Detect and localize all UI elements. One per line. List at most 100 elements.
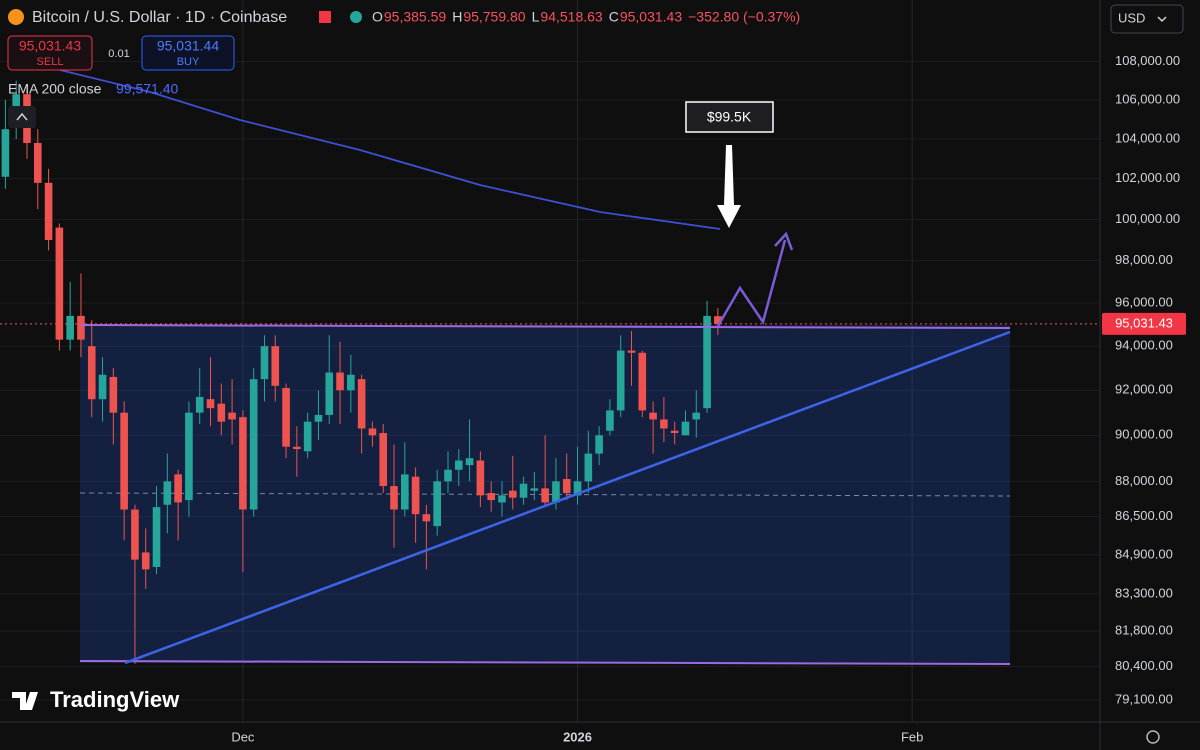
flag-icon[interactable]: [319, 11, 331, 23]
candle-body: [314, 414, 323, 422]
indicator-value: 99,571.40: [116, 81, 178, 97]
watermark-logo: [12, 692, 38, 710]
candle-body: [44, 182, 53, 240]
candle-body: [357, 379, 366, 429]
candle-body: [33, 142, 42, 183]
ema-line: [59, 69, 721, 230]
currency-select[interactable]: [1110, 4, 1184, 34]
down-arrow: [717, 145, 741, 228]
candle-body: [303, 421, 312, 452]
collapse-icon: [16, 112, 28, 121]
candle-body: [681, 421, 690, 436]
candle-body: [239, 417, 247, 510]
projection-arrow: [716, 239, 787, 327]
mid-line: [79, 492, 1011, 497]
ohlc: O 95,385.59 H 95,759.80 L 94,518.63 C 95,031.43…: [372, 9, 800, 25]
candle-body: [206, 399, 215, 409]
ohlc-value: 95,031.43: [620, 9, 682, 25]
candle-body: [282, 388, 290, 447]
candle-body: [174, 474, 182, 503]
candle-body: [616, 350, 625, 411]
candle-body: [433, 481, 441, 527]
dropdown-icon: [1157, 16, 1167, 23]
grid: [0, 0, 1100, 722]
projection-arrowhead: [774, 231, 794, 251]
candle-body: [131, 509, 139, 560]
candle-body: [217, 403, 226, 422]
ohlc-key: C: [609, 9, 619, 25]
y-tick-label: 92,000.00: [1115, 382, 1173, 397]
candle-body: [465, 458, 474, 466]
candle-body: [703, 315, 711, 409]
candle-body: [120, 412, 128, 510]
spread: 0.01: [108, 48, 129, 60]
x-tick-label: Feb: [901, 729, 923, 744]
y-tick-label: 100,000.00: [1115, 211, 1180, 226]
candle-body: [519, 483, 528, 498]
status-dot: [350, 11, 362, 23]
candle-body: [508, 490, 517, 498]
x-tick-label: 2026: [563, 729, 592, 744]
trend-line: [124, 330, 1011, 665]
ohlc-value: 95,759.80: [463, 9, 525, 25]
candle-body: [573, 481, 582, 496]
candle-body: [77, 315, 85, 340]
last-price-badge: [1102, 312, 1186, 335]
y-tick-label: 90,000.00: [1115, 427, 1173, 442]
ohlc-value: 94,518.63: [540, 9, 602, 25]
candle-body: [249, 379, 258, 510]
y-tick-label: 94,000.00: [1115, 338, 1173, 353]
candle-body: [714, 316, 722, 324]
candle-body: [152, 507, 161, 567]
candle-body: [66, 315, 74, 340]
annotation-box: [685, 101, 774, 133]
ohlc-key: H: [452, 9, 462, 25]
candle-body: [627, 350, 636, 353]
candle-body: [325, 372, 334, 415]
candle-body: [649, 412, 657, 420]
candle-body: [379, 433, 388, 487]
buy-button[interactable]: [141, 35, 235, 71]
y-tick-label: 81,800.00: [1115, 623, 1173, 638]
y-tick-label: 79,100.00: [1115, 691, 1173, 706]
resistance-line: [79, 324, 1011, 329]
bitcoin-icon: [8, 9, 24, 25]
change: −352.80 (−0.37%): [688, 9, 800, 25]
candle-body: [530, 488, 539, 491]
y-tick-label: 88,000.00: [1115, 473, 1173, 488]
candle-body: [454, 460, 463, 470]
candle-body: [98, 374, 107, 400]
candle-body: [476, 460, 485, 496]
symbol: Bitcoin / U.S. Dollar · 1D · Coinbase: [32, 9, 287, 26]
candle-body: [562, 479, 571, 494]
settings-icon[interactable]: [1146, 730, 1160, 744]
candle-body: [401, 474, 409, 510]
y-tick-label: 98,000.00: [1115, 252, 1173, 267]
sell-button[interactable]: [7, 35, 93, 71]
candle-body: [55, 227, 64, 340]
candle-body: [660, 419, 668, 429]
candle-body: [260, 346, 269, 380]
candle-body: [692, 412, 701, 420]
ohlc-key: O: [372, 9, 383, 25]
candle-body: [552, 481, 560, 503]
indicator-name: EMA 200 close: [8, 81, 102, 97]
candle-body: [368, 428, 377, 436]
candle-body: [185, 412, 193, 501]
candle-body: [595, 435, 603, 454]
candle-body: [195, 396, 204, 413]
candle-body: [411, 476, 420, 515]
candle-body: [87, 346, 96, 400]
candle-body: [584, 453, 593, 482]
currency: USD: [1118, 10, 1145, 25]
y-tick-label: 96,000.00: [1115, 294, 1173, 309]
candle-body: [347, 374, 355, 391]
last-price-label: 95,031.43: [1115, 315, 1173, 330]
watermark: TradingView: [50, 687, 180, 712]
y-tick-label: 108,000.00: [1115, 53, 1180, 68]
collapse-button[interactable]: [8, 106, 36, 128]
y-tick-label: 102,000.00: [1115, 170, 1180, 185]
y-tick-label: 106,000.00: [1115, 91, 1180, 106]
candle-body: [606, 410, 614, 431]
